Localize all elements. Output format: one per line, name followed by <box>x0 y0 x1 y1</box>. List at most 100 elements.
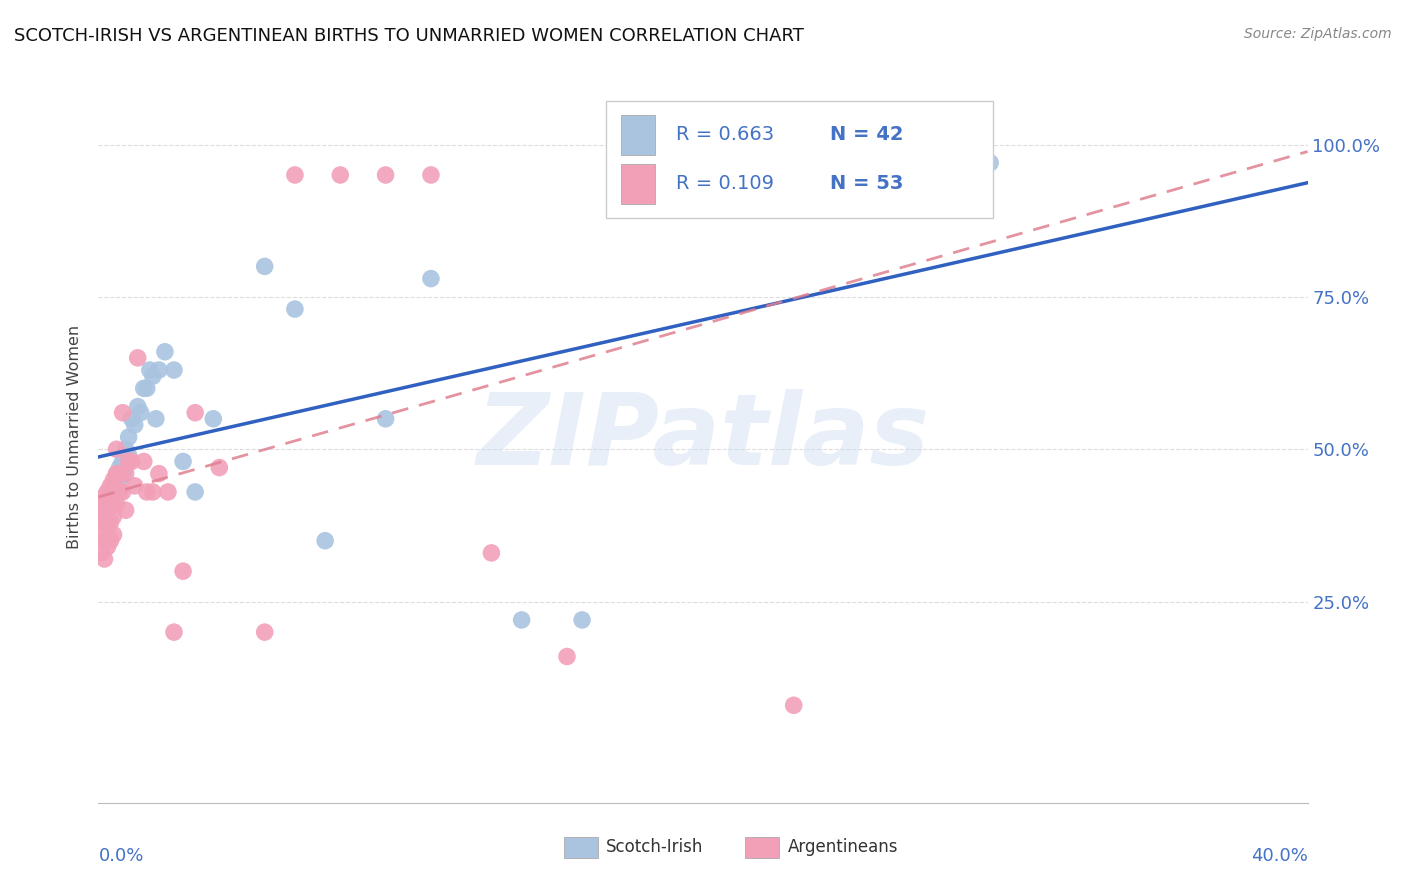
Point <box>184 406 207 420</box>
Point <box>148 467 170 481</box>
Point <box>96 521 118 535</box>
Point <box>163 625 186 640</box>
Point <box>103 473 125 487</box>
Point <box>93 533 115 548</box>
Point <box>105 479 128 493</box>
Bar <box>564 838 598 858</box>
Point <box>96 503 118 517</box>
Text: 0.0%: 0.0% <box>98 847 143 864</box>
Point <box>118 448 141 462</box>
Point <box>692 156 714 170</box>
Point <box>329 168 352 182</box>
Point <box>124 479 146 493</box>
Point <box>103 491 125 505</box>
Bar <box>606 101 993 218</box>
Text: R = 0.109: R = 0.109 <box>676 174 775 193</box>
Point <box>142 369 165 384</box>
Point <box>184 485 207 500</box>
Text: R = 0.663: R = 0.663 <box>676 126 775 145</box>
Point <box>96 540 118 554</box>
Point <box>118 430 141 444</box>
Point <box>105 467 128 481</box>
Point <box>129 406 152 420</box>
Point <box>108 460 131 475</box>
Point <box>127 351 149 365</box>
Point <box>132 454 155 468</box>
Point <box>172 454 194 468</box>
Point <box>124 417 146 432</box>
Point <box>132 381 155 395</box>
Point <box>90 491 112 505</box>
Point <box>121 454 143 468</box>
Point <box>108 485 131 500</box>
Point <box>90 527 112 541</box>
Point <box>96 485 118 500</box>
Point <box>100 516 122 530</box>
Bar <box>745 838 779 858</box>
Point <box>103 509 125 524</box>
Point <box>114 467 136 481</box>
Point <box>555 649 578 664</box>
Point <box>108 473 131 487</box>
Point <box>510 613 533 627</box>
Point <box>93 497 115 511</box>
Point <box>93 491 115 505</box>
Point <box>571 613 593 627</box>
Point <box>105 497 128 511</box>
Point <box>121 412 143 426</box>
Text: N = 53: N = 53 <box>830 174 903 193</box>
Point <box>100 497 122 511</box>
Point <box>100 479 122 493</box>
Point <box>93 509 115 524</box>
Point <box>90 503 112 517</box>
Text: ZIPatlas: ZIPatlas <box>477 389 929 485</box>
Point <box>145 412 167 426</box>
Point <box>314 533 336 548</box>
Point <box>737 168 759 182</box>
Point <box>172 564 194 578</box>
Point <box>783 698 806 713</box>
Point <box>111 454 134 468</box>
Point <box>103 527 125 541</box>
Y-axis label: Births to Unmarried Women: Births to Unmarried Women <box>67 325 83 549</box>
Point <box>90 509 112 524</box>
Point <box>208 460 231 475</box>
Point <box>420 271 443 285</box>
Point <box>163 363 186 377</box>
Point <box>135 485 157 500</box>
Point <box>253 260 276 274</box>
Point <box>114 460 136 475</box>
Point <box>135 381 157 395</box>
Point <box>156 485 179 500</box>
Point <box>103 485 125 500</box>
Text: 40.0%: 40.0% <box>1251 847 1308 864</box>
Text: N = 42: N = 42 <box>830 126 904 145</box>
Point <box>105 442 128 457</box>
Point <box>108 467 131 481</box>
Point <box>96 497 118 511</box>
Point <box>153 344 176 359</box>
Point <box>148 363 170 377</box>
Bar <box>621 115 655 155</box>
Point <box>420 168 443 182</box>
Text: Source: ZipAtlas.com: Source: ZipAtlas.com <box>1244 27 1392 41</box>
Point <box>374 168 396 182</box>
Point <box>105 467 128 481</box>
Text: Scotch-Irish: Scotch-Irish <box>606 838 703 855</box>
Point <box>93 516 115 530</box>
Point <box>692 168 714 182</box>
Point <box>93 552 115 566</box>
Point <box>114 503 136 517</box>
Point <box>253 625 276 640</box>
Point <box>114 442 136 457</box>
Point <box>100 491 122 505</box>
Point <box>127 400 149 414</box>
Text: Argentineans: Argentineans <box>787 838 898 855</box>
Point <box>481 546 503 560</box>
Point <box>118 454 141 468</box>
Bar <box>621 164 655 204</box>
Point <box>100 533 122 548</box>
Text: SCOTCH-IRISH VS ARGENTINEAN BIRTHS TO UNMARRIED WOMEN CORRELATION CHART: SCOTCH-IRISH VS ARGENTINEAN BIRTHS TO UN… <box>14 27 804 45</box>
Point <box>90 546 112 560</box>
Point <box>979 156 1001 170</box>
